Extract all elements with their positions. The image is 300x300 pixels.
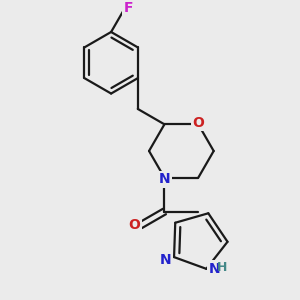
Text: O: O [129,218,140,233]
Text: F: F [123,1,133,15]
Text: N: N [209,262,220,276]
Text: O: O [192,116,204,130]
Text: N: N [159,172,170,186]
Text: H: H [217,261,227,274]
Text: N: N [160,253,172,267]
